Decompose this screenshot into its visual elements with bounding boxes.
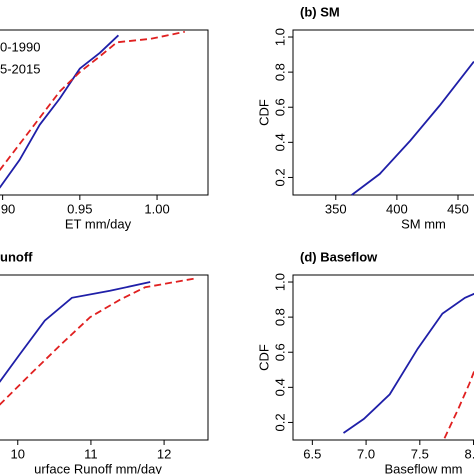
x-tick-label: 1.00 <box>144 201 169 216</box>
legend-label: 0-1990 <box>0 39 40 54</box>
x-tick-label: 0.90 <box>0 201 15 216</box>
y-tick-label: 1.0 <box>272 273 287 291</box>
plot-frame <box>292 29 474 196</box>
y-tick-label: 0.2 <box>272 168 287 186</box>
x-axis-label: SM mm <box>401 216 446 231</box>
series-line <box>351 61 474 196</box>
series-line <box>342 292 474 434</box>
y-tick-label: 0.2 <box>272 413 287 431</box>
y-tick-label: 0.6 <box>272 343 287 361</box>
y-tick-label: 1.0 <box>272 28 287 46</box>
x-tick-label: 0.95 <box>67 201 92 216</box>
y-axis-label: CDF <box>256 99 271 126</box>
y-tick-label: 0.6 <box>272 98 287 116</box>
x-tick-label: 11 <box>84 446 98 461</box>
x-tick-label: 10 <box>11 446 25 461</box>
series-line <box>0 277 195 406</box>
plot-frame <box>0 274 209 441</box>
plot-frame <box>0 29 209 196</box>
y-tick-label: 0.4 <box>272 378 287 396</box>
y-tick-label: 0.4 <box>272 133 287 151</box>
x-tick-label: 7.0 <box>357 446 375 461</box>
x-tick-label: 6.5 <box>303 446 321 461</box>
panel-title: (b) SM <box>300 4 340 19</box>
plot-frame <box>292 274 474 441</box>
x-axis-label: ET mm/day <box>65 216 132 231</box>
x-tick-label: 450 <box>447 201 469 216</box>
y-axis-label: CDF <box>256 344 271 371</box>
series-line <box>0 34 120 189</box>
x-tick-label: 350 <box>325 201 347 216</box>
x-tick-label: 8.0 <box>465 446 474 461</box>
panel-title: (d) Baseflow <box>300 249 378 264</box>
series-line <box>0 30 185 171</box>
x-axis-label: Baseflow mm <box>384 461 462 474</box>
y-tick-label: 0.8 <box>272 308 287 326</box>
legend-label: 5-2015 <box>0 61 40 76</box>
x-tick-label: 7.5 <box>411 446 429 461</box>
y-tick-label: 0.8 <box>272 63 287 81</box>
x-tick-label: 400 <box>386 201 408 216</box>
series-line <box>0 281 151 383</box>
panel-title: unoff <box>0 249 33 264</box>
series-line <box>443 369 474 439</box>
x-axis-label: urface Runoff mm/day <box>34 461 162 474</box>
x-tick-label: 12 <box>157 446 171 461</box>
